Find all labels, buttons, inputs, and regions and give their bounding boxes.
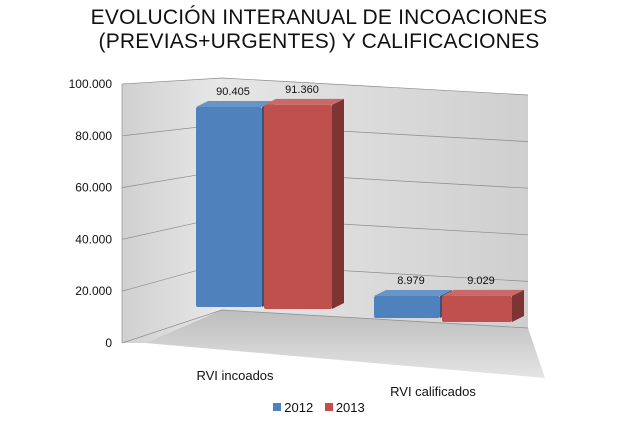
bar-top-2012-1 <box>374 290 452 296</box>
gridline <box>121 309 529 344</box>
category-label-1: RVI calificados <box>390 384 476 399</box>
bar-top-2012-0 <box>196 101 274 107</box>
y-tick-label: 60.000 <box>75 181 112 195</box>
data-label-2012-0: 90.405 <box>216 86 250 98</box>
data-label-2012-1: 8.979 <box>397 275 425 287</box>
bar-2013-0 <box>264 104 332 310</box>
bar-2013-1 <box>442 295 512 322</box>
bar-2012-0 <box>196 107 262 307</box>
bar-top-2013-0 <box>264 98 344 105</box>
legend-swatch-2012 <box>273 403 282 411</box>
chart-legend: 2012 2013 <box>0 400 638 415</box>
chart-title-line-1: EVOLUCIÓN INTERANUAL DE INCOACIONES <box>90 6 548 29</box>
bar-2012-1 <box>374 296 440 318</box>
legend-label-2012: 2012 <box>284 400 314 415</box>
bar-side-2013-0 <box>332 98 344 310</box>
chart-title-line-2: (PREVIAS+URGENTES) Y CALIFICACIONES <box>98 30 540 53</box>
data-label-2013-0: 91.360 <box>285 84 319 96</box>
category-label-0: RVI incoados <box>196 368 274 383</box>
y-tick-label: 40.000 <box>75 232 112 246</box>
bar-side-2013-1 <box>512 289 524 322</box>
y-tick-label: 100.000 <box>69 77 113 91</box>
y-tick-label: 80.000 <box>75 129 112 143</box>
legend-item-2013: 2013 <box>324 400 365 415</box>
data-label-2013-1: 9.029 <box>467 275 495 287</box>
legend-swatch-2013 <box>324 403 333 411</box>
gridline <box>121 77 529 96</box>
legend-label-2013: 2013 <box>335 400 365 415</box>
legend-item-2012: 2012 <box>273 400 313 415</box>
floor <box>145 310 545 378</box>
y-tick-label: 20.000 <box>75 284 112 298</box>
bar-top-2013-1 <box>442 289 524 296</box>
y-tick-label: 0 <box>105 336 112 350</box>
